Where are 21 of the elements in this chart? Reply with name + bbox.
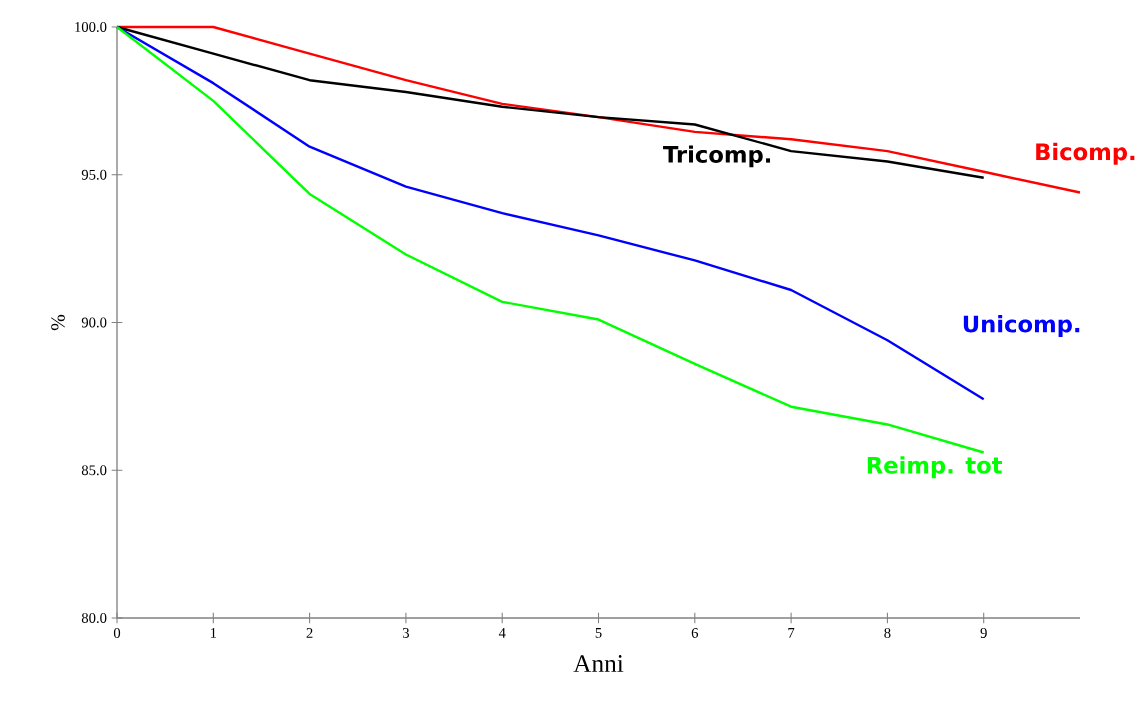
x-axis-title: Anni (573, 655, 624, 672)
x-tick-label: 5 (595, 628, 602, 638)
series-label: Unicomp. (963, 315, 1080, 337)
x-tick-label: 7 (788, 628, 795, 638)
y-tick-label: 95.0 (81, 169, 107, 180)
series-label: Tricomp. (663, 145, 771, 168)
x-tick-label: 9 (980, 628, 987, 638)
x-tick-label: 2 (306, 628, 313, 638)
y-tick-label: 100.0 (75, 22, 107, 32)
y-tick-label: 80.0 (81, 613, 107, 623)
x-tick-label: 3 (402, 628, 409, 638)
y-tick-label: 85.0 (81, 465, 107, 476)
x-tick-label: 6 (691, 628, 699, 638)
y-axis-title: % (51, 314, 65, 331)
series-label: Reimp. tot (867, 456, 1003, 479)
x-tick-label: 4 (498, 628, 506, 638)
series-label: Bicomp. (1036, 142, 1135, 165)
x-tick-label: 1 (210, 628, 217, 638)
x-tick-label: 8 (884, 628, 891, 638)
y-tick-label: 90.0 (81, 317, 107, 328)
x-tick-label: 0 (113, 628, 121, 638)
